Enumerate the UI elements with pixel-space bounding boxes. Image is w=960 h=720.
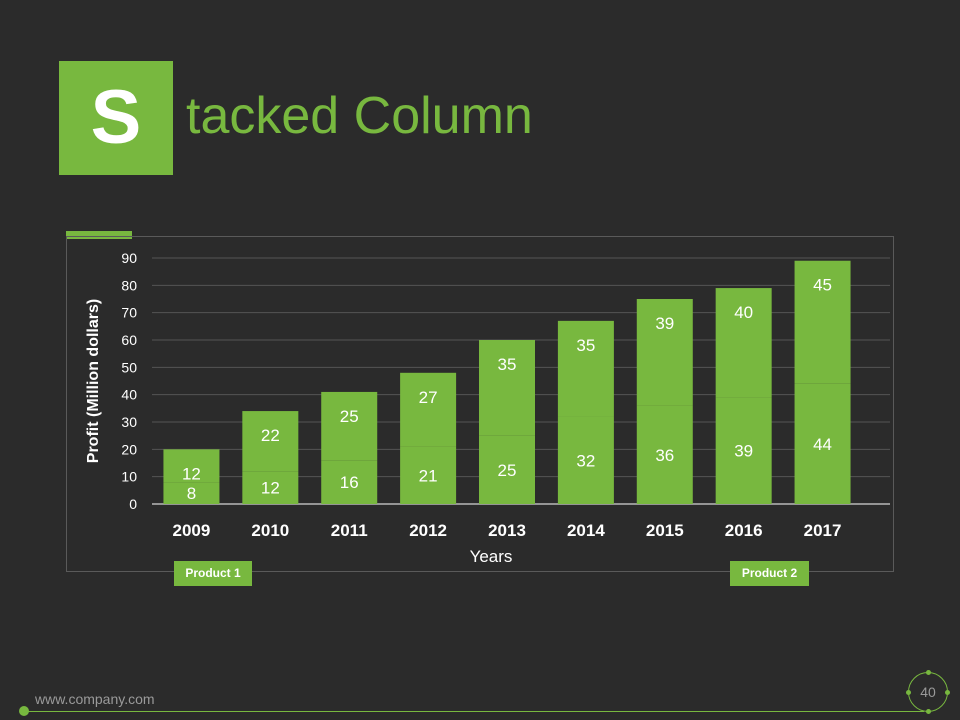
data-label: 22	[261, 426, 280, 445]
y-tick-label: 80	[121, 277, 137, 293]
bar-segment	[400, 446, 457, 504]
y-tick-label: 0	[129, 496, 137, 512]
x-tick-label: 2011	[331, 521, 368, 540]
slide-title: tacked Column	[186, 87, 533, 145]
footer-url: www.company.com	[35, 691, 155, 707]
y-tick-label: 60	[121, 332, 137, 348]
title-initial-box: S	[59, 61, 173, 175]
page-dot-bottom	[926, 709, 931, 714]
footer-dot	[19, 706, 29, 716]
bar-segment	[715, 288, 772, 398]
bar-segment	[794, 260, 851, 384]
data-label: 16	[340, 473, 359, 492]
data-label: 40	[734, 303, 753, 322]
y-tick-label: 70	[121, 305, 137, 321]
x-tick-label: 2017	[804, 521, 842, 540]
legend-product-1: Product 1	[174, 561, 252, 586]
y-tick-label: 30	[121, 414, 137, 430]
data-label: 12	[182, 464, 201, 483]
x-tick-label: 2010	[251, 521, 289, 540]
data-label: 32	[576, 451, 595, 470]
data-label: 25	[340, 407, 359, 426]
y-tick-label: 10	[121, 469, 137, 485]
data-label: 35	[498, 355, 517, 374]
y-tick-label: 50	[121, 359, 137, 375]
x-axis-title: Years	[470, 547, 513, 566]
chart-accent-tab	[66, 231, 132, 239]
x-tick-label: 2009	[173, 521, 211, 540]
bar-segment	[163, 482, 220, 504]
page-dot-top	[926, 670, 931, 675]
bar-segment	[715, 397, 772, 504]
bar-segment	[321, 391, 378, 461]
bar-segment	[242, 471, 299, 504]
data-label: 12	[261, 479, 280, 498]
bar-segment	[557, 320, 614, 417]
data-label: 21	[419, 466, 438, 485]
data-label: 27	[419, 388, 438, 407]
data-label: 44	[813, 435, 832, 454]
bar-segment	[321, 460, 378, 504]
title-initial: S	[90, 75, 142, 160]
chart-frame	[66, 236, 894, 572]
data-label: 45	[813, 276, 832, 295]
bar-segment	[557, 416, 614, 504]
y-tick-label: 40	[121, 387, 137, 403]
x-tick-label: 2014	[567, 521, 605, 540]
y-tick-label: 20	[121, 441, 137, 457]
x-tick-label: 2012	[409, 521, 447, 540]
page-number: 40	[920, 684, 936, 700]
y-axis-title: Profit (Million dollars)	[85, 299, 102, 463]
bar-segment	[242, 411, 299, 472]
bar-segment	[479, 340, 535, 436]
data-label: 39	[734, 442, 753, 461]
footer-divider	[24, 711, 924, 712]
page-number-badge: 40	[902, 666, 954, 718]
page-dot-right	[945, 690, 950, 695]
data-label: 36	[655, 446, 674, 465]
x-tick-label: 2013	[488, 521, 526, 540]
bar-segment	[794, 383, 851, 504]
y-tick-label: 90	[121, 250, 137, 266]
data-label: 8	[187, 484, 196, 503]
bar-segment	[636, 299, 693, 406]
bar-segment	[636, 405, 693, 504]
bar-segment	[479, 435, 535, 504]
data-label: 39	[655, 314, 674, 333]
bar-segment	[400, 372, 457, 447]
data-label: 25	[498, 461, 517, 480]
x-tick-label: 2015	[646, 521, 684, 540]
x-tick-label: 2016	[725, 521, 763, 540]
bar-segment	[163, 449, 220, 483]
page-dot-left	[906, 690, 911, 695]
data-label: 35	[576, 336, 595, 355]
legend-product-2: Product 2	[730, 561, 809, 586]
